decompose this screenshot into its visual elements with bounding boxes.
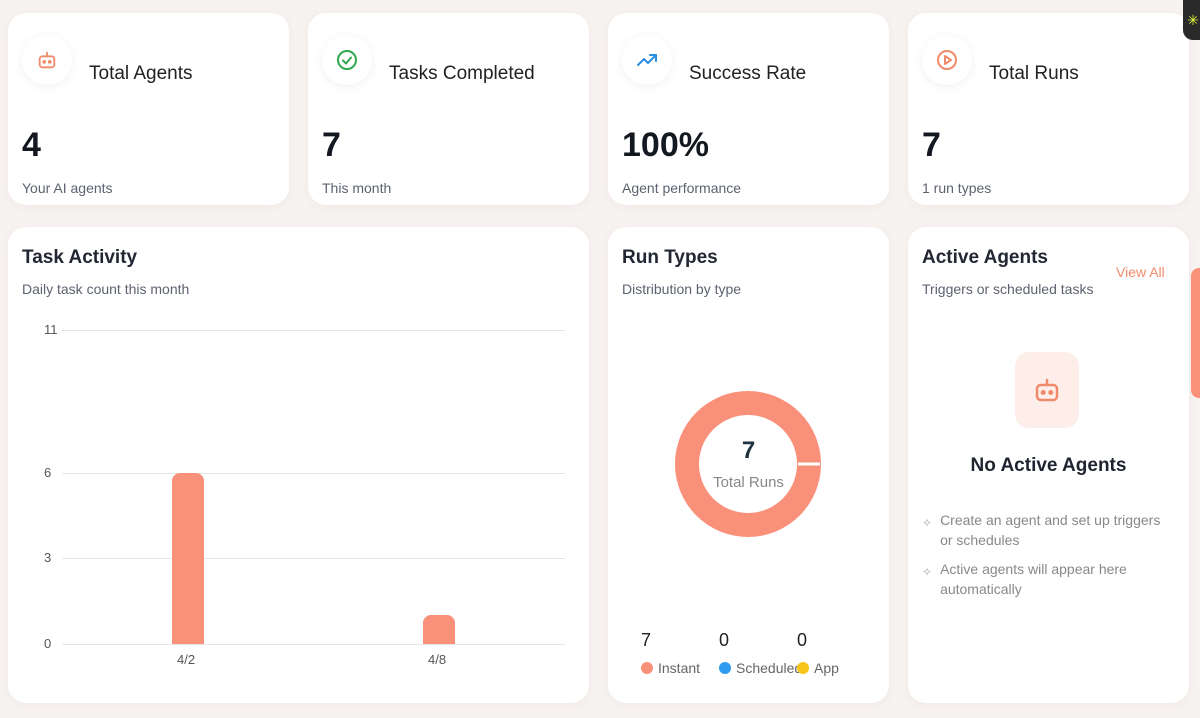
stat-card-success-rate: Success Rate 100% Agent performance xyxy=(608,13,889,205)
empty-state-title: No Active Agents xyxy=(970,455,1127,476)
tip-item: ✧ Active agents will appear here automat… xyxy=(922,559,1162,599)
donut-total-label: Total Runs xyxy=(713,474,784,491)
empty-robot-icon-box xyxy=(1015,352,1079,428)
stat-value: 7 xyxy=(922,126,941,164)
stat-value: 4 xyxy=(22,126,41,164)
check-circle-icon xyxy=(337,50,357,70)
view-all-link[interactable]: View All xyxy=(1116,264,1165,280)
y-tick-label: 6 xyxy=(44,464,52,480)
trending-up-icon xyxy=(637,54,657,66)
bar-chart: 11 6 3 0 4/2 4/8 xyxy=(8,227,589,703)
robot-icon xyxy=(1035,378,1059,402)
legend-label: Scheduled xyxy=(736,660,803,676)
sparkle-icon: ✧ xyxy=(922,516,933,530)
run-types-card: Run Types Distribution by type 7 Total R… xyxy=(608,227,889,703)
legend-item-app: App xyxy=(797,660,839,676)
panel-subtitle: Distribution by type xyxy=(622,281,742,297)
legend-item-instant: Instant xyxy=(641,660,700,676)
tip-item: ✧ Create an agent and set up triggers or… xyxy=(922,510,1162,550)
corner-widget[interactable]: ✳ xyxy=(1183,0,1200,40)
legend-label: App xyxy=(814,660,839,676)
scroll-handle[interactable] xyxy=(1191,268,1200,398)
stat-value: 100% xyxy=(622,126,709,164)
stat-value: 7 xyxy=(322,126,341,164)
y-tick-label: 11 xyxy=(44,322,58,337)
legend-label: Instant xyxy=(658,660,701,676)
stat-subtext: Agent performance xyxy=(622,180,742,196)
legend-value-scheduled: 0 xyxy=(719,630,730,650)
stat-label: Tasks Completed xyxy=(389,63,535,84)
y-tick-label: 0 xyxy=(44,636,52,651)
stat-label: Success Rate xyxy=(689,63,807,84)
chart-gridline xyxy=(62,330,565,331)
legend-dot xyxy=(641,662,653,674)
chart-gridline xyxy=(62,472,565,474)
panel-title: Active Agents xyxy=(922,247,1048,268)
stat-label: Total Agents xyxy=(89,63,193,84)
play-icon-wrap xyxy=(922,35,972,85)
legend-dot xyxy=(797,662,809,674)
active-agents-card: Active Agents Triggers or scheduled task… xyxy=(908,227,1189,703)
stat-subtext: 1 run types xyxy=(922,180,992,196)
task-activity-card: Task Activity Daily task count this mont… xyxy=(8,227,589,703)
y-tick-label: 3 xyxy=(44,550,52,566)
chart-bar[interactable] xyxy=(172,472,204,644)
panel-subtitle: Triggers or scheduled tasks xyxy=(922,281,1094,297)
panel-title: Task Activity xyxy=(22,247,138,268)
x-tick-label: 4/8 xyxy=(428,652,447,667)
chart-gridline xyxy=(62,558,565,560)
chart-gridline xyxy=(62,644,565,645)
tip-text: Create an agent and set up triggers or s… xyxy=(940,512,1161,548)
legend-dot xyxy=(719,662,731,674)
donut-chart xyxy=(675,391,821,537)
tip-text: Active agents will appear here automatic… xyxy=(940,561,1127,597)
stat-card-tasks-completed: Tasks Completed 7 This month xyxy=(308,13,589,205)
robot-icon xyxy=(38,51,56,69)
panel-subtitle: Daily task count this month xyxy=(22,281,190,297)
stat-card-total-agents: Total Agents 4 Your AI agents xyxy=(8,13,289,205)
stat-subtext: This month xyxy=(322,180,392,196)
stat-card-total-runs: Total Runs 7 1 run types xyxy=(908,13,1189,205)
legend-value-app: 0 xyxy=(797,630,808,650)
legend-value-instant: 7 xyxy=(641,630,652,650)
play-circle-icon xyxy=(937,50,957,70)
check-icon-wrap xyxy=(322,35,372,85)
donut-total: 7 xyxy=(741,437,756,464)
stat-subtext: Your AI agents xyxy=(22,180,113,196)
sparkle-icon: ✧ xyxy=(922,565,933,579)
panel-title: Run Types xyxy=(622,247,718,268)
x-tick-label: 4/2 xyxy=(177,652,196,667)
robot-icon-wrap xyxy=(22,35,72,85)
legend-item-scheduled: Scheduled xyxy=(719,660,802,676)
chart-bar[interactable] xyxy=(423,615,455,644)
stat-label: Total Runs xyxy=(989,63,1079,84)
sparkle-icon: ✳ xyxy=(1187,11,1199,28)
trend-icon-wrap xyxy=(622,35,672,85)
